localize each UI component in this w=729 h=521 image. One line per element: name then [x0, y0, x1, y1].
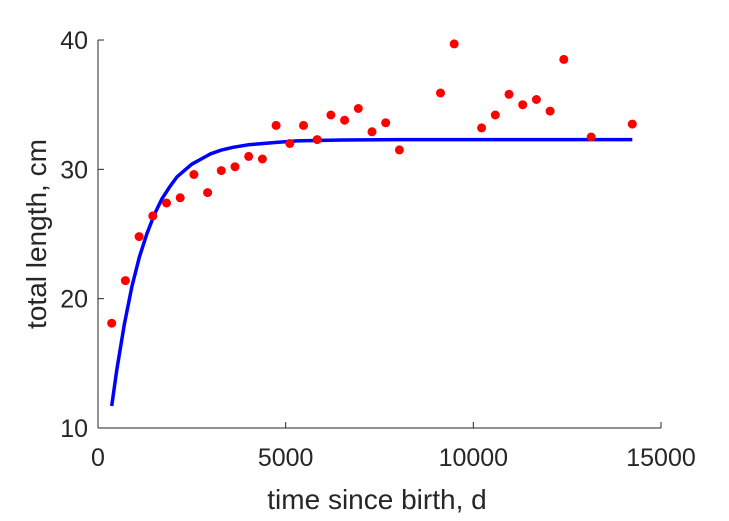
- data-point: [148, 211, 158, 221]
- fit-curve: [109, 137, 633, 407]
- fit-line: [109, 137, 633, 407]
- data-point: [531, 95, 541, 104]
- data-point: [257, 154, 267, 164]
- data-point: [285, 139, 295, 148]
- data-point: [107, 318, 117, 328]
- data-point: [449, 39, 459, 49]
- data-point: [353, 104, 363, 113]
- tick-labels: 0 5000 10000 15000 10 20 30 40: [60, 27, 696, 472]
- data-point: [490, 110, 500, 120]
- data-points: [107, 39, 637, 328]
- data-point: [436, 88, 445, 98]
- data-point: [504, 89, 514, 99]
- data-point: [120, 276, 130, 286]
- data-point: [299, 120, 308, 130]
- data-point: [244, 151, 254, 161]
- data-point: [381, 118, 391, 128]
- data-point: [477, 123, 487, 133]
- x-tick-label: 0: [91, 444, 105, 472]
- y-axis-label: total length, cm: [21, 139, 52, 329]
- data-point: [518, 100, 528, 110]
- x-tick-label: 10000: [439, 444, 509, 472]
- data-point: [134, 232, 144, 242]
- data-point: [559, 54, 569, 64]
- y-tick-label: 40: [60, 27, 88, 55]
- data-point: [312, 135, 322, 145]
- data-point: [326, 110, 336, 120]
- data-point: [340, 115, 350, 125]
- data-point: [162, 198, 171, 208]
- x-axis-label: time since birth, d: [267, 484, 486, 515]
- data-point: [216, 166, 226, 176]
- data-point: [394, 145, 404, 155]
- x-tick-label: 15000: [626, 444, 696, 472]
- x-tick-label: 5000: [258, 444, 314, 472]
- data-point: [367, 127, 377, 137]
- data-point: [586, 132, 596, 142]
- y-tick-label: 30: [60, 156, 88, 184]
- data-point: [189, 170, 199, 179]
- data-point: [175, 193, 185, 203]
- data-point: [271, 120, 281, 130]
- data-point: [203, 188, 213, 198]
- y-tick-label: 20: [60, 286, 88, 314]
- data-point: [545, 106, 555, 116]
- data-point: [230, 162, 240, 172]
- axes: [97, 39, 662, 429]
- data-point: [627, 119, 637, 129]
- y-tick-label: 10: [60, 415, 88, 443]
